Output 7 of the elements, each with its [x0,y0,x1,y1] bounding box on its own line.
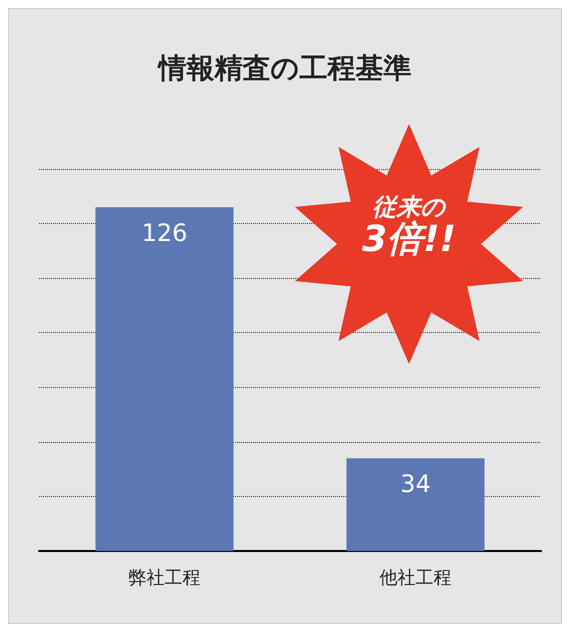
data-label: 126 [142,219,188,248]
annotation: 3倍!! [361,219,457,260]
chart-title: 情報精査の工程基準 [156,52,412,84]
data-label: 34 [400,470,431,498]
annotation: 従来の [372,193,447,221]
x-tick-label: 他社工程 [380,568,452,588]
x-tick-label: 弊社工程 [128,568,200,588]
